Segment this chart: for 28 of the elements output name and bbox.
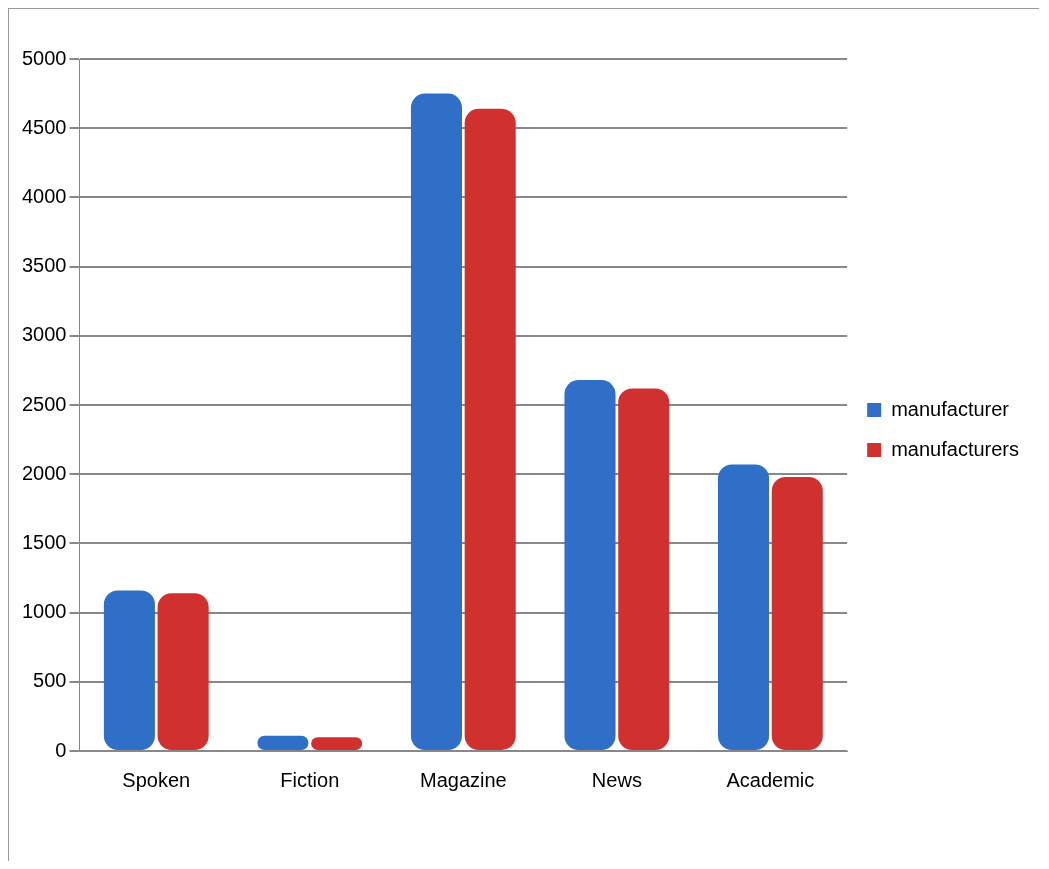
bar xyxy=(718,464,770,750)
y-tick-label: 5000 xyxy=(21,46,67,69)
bar xyxy=(257,735,309,750)
y-tick-label: 2000 xyxy=(21,461,67,484)
bar xyxy=(311,737,363,750)
x-tick-label: Magazine xyxy=(419,768,507,791)
y-tick-label: 3000 xyxy=(21,323,67,346)
y-tick-label: 4000 xyxy=(21,184,67,207)
x-tick-label: Spoken xyxy=(122,768,191,791)
bar xyxy=(103,590,155,750)
y-tick-label: 1000 xyxy=(21,600,67,623)
legend-label: manufacturer xyxy=(891,397,1010,420)
bar xyxy=(564,380,616,750)
y-tick-label: 1500 xyxy=(21,530,67,553)
y-tick-label: 2500 xyxy=(21,392,67,415)
bar xyxy=(771,476,823,750)
bar xyxy=(410,93,462,750)
bar xyxy=(464,108,516,750)
bar xyxy=(618,388,670,750)
bar xyxy=(157,593,209,750)
y-tick-label: 0 xyxy=(55,738,67,761)
y-tick-label: 3500 xyxy=(21,254,67,277)
x-tick-label: Academic xyxy=(726,768,815,791)
y-tick-label: 500 xyxy=(33,669,67,692)
x-tick-label: News xyxy=(591,768,642,791)
legend-label: manufacturers xyxy=(891,437,1020,460)
y-tick-label: 4500 xyxy=(21,115,67,138)
x-tick-label: Fiction xyxy=(280,768,340,791)
